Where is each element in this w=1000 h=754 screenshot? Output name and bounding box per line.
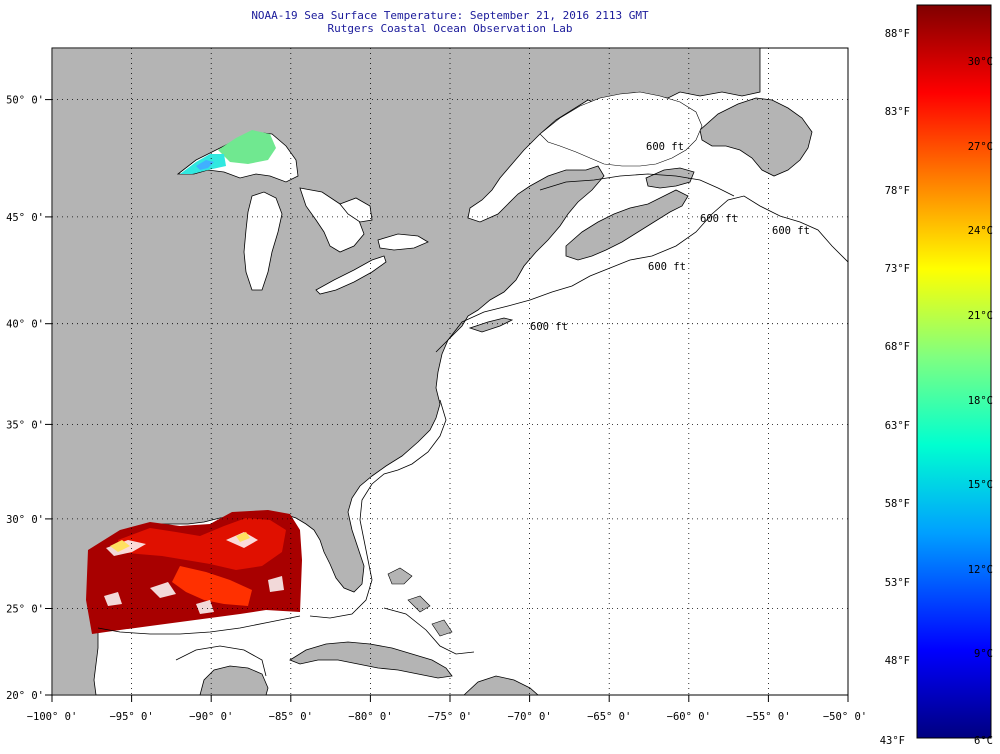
x-axis-labels: −100° 0' −95° 0' −90° 0' −85° 0' −80° 0'…: [27, 711, 867, 723]
title-block: NOAA-19 Sea Surface Temperature: Septemb…: [52, 9, 848, 35]
y-tick-label: 25° 0': [6, 604, 44, 616]
fahrenheit-label: 68°F: [885, 341, 910, 353]
newfoundland-land: [699, 97, 813, 177]
y-axis-labels: 50° 0' 45° 0' 40° 0' 35° 0' 30° 0' 25° 0…: [6, 95, 44, 702]
contour-label: 600 ft: [772, 225, 810, 237]
x-tick-label: −80° 0': [348, 711, 392, 723]
x-tick-label: −65° 0': [587, 711, 631, 723]
celsius-label: 24°C: [968, 225, 993, 237]
superior-sst-green: [218, 130, 276, 164]
colorbar-celsius-labels: 30°C 27°C 24°C 21°C 18°C 15°C 12°C 9°C 6…: [968, 56, 993, 747]
map-layers: [52, 48, 848, 695]
x-tick-label: −85° 0': [269, 711, 313, 723]
fahrenheit-label: 43°F: [880, 735, 905, 747]
x-tick-label: −50° 0': [823, 711, 867, 723]
contour-label: 600 ft: [700, 213, 738, 225]
lake-huron: [299, 187, 365, 253]
map-subtitle: Rutgers Coastal Ocean Observation Lab: [327, 22, 573, 35]
y-tick-label: 45° 0': [6, 212, 44, 224]
fahrenheit-label: 53°F: [885, 577, 910, 589]
x-tick-label: −95° 0': [109, 711, 153, 723]
y-tick-label: 40° 0': [6, 319, 44, 331]
cuba-land: [289, 641, 453, 679]
x-tick-label: −70° 0': [507, 711, 551, 723]
y-tick-label: 35° 0': [6, 419, 44, 431]
celsius-label: 12°C: [968, 564, 993, 576]
fahrenheit-label: 73°F: [885, 263, 910, 275]
gulf-sst-layer: [86, 510, 302, 634]
y-tick-label: 30° 0': [6, 514, 44, 526]
fahrenheit-label: 63°F: [885, 420, 910, 432]
bahamas-land: [387, 567, 453, 637]
fahrenheit-label: 78°F: [885, 185, 910, 197]
contour-label: 600 ft: [646, 141, 684, 153]
fahrenheit-label: 88°F: [885, 28, 910, 40]
contour-label: 600 ft: [648, 261, 686, 273]
celsius-label: 18°C: [968, 395, 993, 407]
celsius-label: 6°C: [974, 735, 993, 747]
x-tick-label: −75° 0': [428, 711, 472, 723]
depth-contours: [97, 173, 848, 677]
lake-ontario: [377, 233, 429, 251]
x-tick-label: −100° 0': [27, 711, 78, 723]
nova-scotia-land: [565, 189, 689, 261]
celsius-label: 30°C: [968, 56, 993, 68]
georgian-bay: [339, 197, 373, 223]
x-tick-label: −55° 0': [746, 711, 790, 723]
x-tick-label: −90° 0': [189, 711, 233, 723]
celsius-label: 9°C: [974, 648, 993, 660]
celsius-label: 27°C: [968, 141, 993, 153]
superior-sst-blue: [196, 160, 214, 170]
x-tick-label: −60° 0': [667, 711, 711, 723]
yucatan-land: [199, 665, 269, 695]
axis-ticks: [45, 99, 849, 702]
y-tick-label: 50° 0': [6, 95, 44, 107]
st-lawrence-gulf: [539, 91, 703, 167]
north-america-land: [52, 48, 761, 695]
fahrenheit-label: 48°F: [885, 655, 910, 667]
y-tick-label: 20° 0': [6, 690, 44, 702]
fahrenheit-label: 58°F: [885, 498, 910, 510]
cape-breton-land: [645, 167, 695, 189]
long-island-land: [468, 317, 514, 333]
lake-erie: [315, 255, 387, 295]
celsius-label: 15°C: [968, 479, 993, 491]
fahrenheit-label: 83°F: [885, 106, 910, 118]
depth-contour-labels: 600 ft 600 ft 600 ft 600 ft 600 ft: [530, 141, 810, 333]
colorbar: [916, 4, 992, 739]
map-title: NOAA-19 Sea Surface Temperature: Septemb…: [251, 9, 649, 22]
contour-label: 600 ft: [530, 321, 568, 333]
colorbar-fahrenheit-labels: 88°F 83°F 78°F 73°F 68°F 63°F 58°F 53°F …: [880, 28, 910, 747]
hispaniola-land: [463, 675, 539, 695]
celsius-label: 21°C: [968, 310, 993, 322]
